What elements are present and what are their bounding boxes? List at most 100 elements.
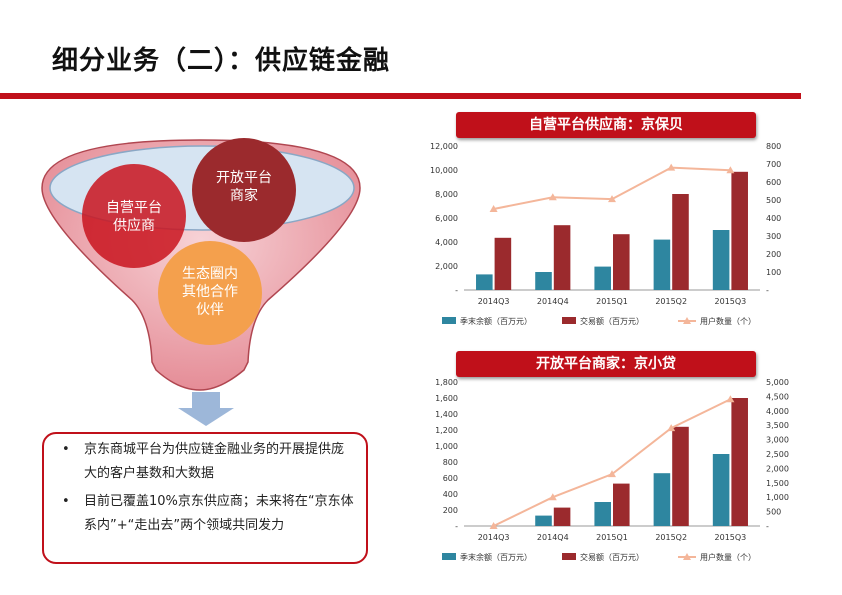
y-right-tick-label: 500 (766, 196, 781, 205)
y-right-tick-label: 1,500 (766, 479, 789, 488)
y-right-tick-label: 1,000 (766, 493, 789, 502)
x-tick-label: 2015Q1 (596, 297, 628, 306)
legend-label-users: 用户数量（个） (700, 552, 756, 562)
x-tick-label: 2015Q3 (715, 297, 747, 306)
x-tick-label: 2014Q4 (537, 533, 569, 542)
y-right-tick-label: 3,000 (766, 436, 789, 445)
bar-volume (672, 194, 689, 290)
x-tick-label: 2014Q3 (478, 533, 510, 542)
x-tick-label: 2015Q1 (596, 533, 628, 542)
bar-balance (594, 266, 611, 290)
y-left-tick-label: 2,000 (435, 262, 458, 271)
point-users (726, 166, 735, 174)
chart-jingxiaodai: - 200 400 600 800 1,000 1,200 1,400 1,600 1,800 - 5… (435, 378, 789, 562)
y-right-tick-label: 100 (766, 268, 781, 277)
down-arrow-icon (178, 392, 234, 426)
legend-label-volume: 交易额（百万元） (580, 316, 644, 326)
bullet-1: 京东商城平台为供应链金融业务的开展提供庞大的客户基数和大数据 (58, 438, 356, 486)
y-left-tick-label: 1,000 (435, 442, 458, 451)
bar-volume (672, 426, 689, 526)
x-tick-label: 2015Q2 (655, 533, 687, 542)
legend-label-balance: 季末余额（百万元） (460, 552, 532, 562)
point-users (489, 205, 498, 212)
page-title: 细分业务（二）：供应链金融 (52, 46, 391, 76)
y-right-tick-label: 700 (766, 160, 781, 169)
bullet-2: 目前已覆盖10%京东供应商；未来将在“京东体系内”+“走出去”两个领域共同发力 (58, 490, 356, 538)
y-left-tick-label: 1,800 (435, 378, 458, 387)
bar-balance (535, 515, 552, 526)
y-left-tick-label: - (455, 522, 458, 531)
chart-jingbaobei: - 2,000 4,000 6,000 8,000 10,000 12,000 - 100 200… (430, 142, 781, 326)
y-left-tick-label: 1,400 (435, 410, 458, 419)
bar-balance (476, 274, 493, 290)
y-right-tick-label: - (766, 286, 769, 295)
point-users (667, 163, 676, 171)
bar-volume (731, 171, 748, 290)
funnel-diagram: 自营平台供应商 开放平台商家 生态圈内其他合作伙伴 (41, 138, 361, 426)
y-left-tick-label: 400 (443, 490, 458, 499)
bar-volume (613, 483, 630, 526)
x-tick-label: 2014Q3 (478, 297, 510, 306)
y-right-tick-label: 3,500 (766, 421, 789, 430)
y-right-tick-label: 200 (766, 250, 781, 259)
point-users (548, 493, 557, 501)
y-right-tick-label: 2,500 (766, 450, 789, 459)
bar-volume (613, 234, 630, 290)
y-left-tick-label: 10,000 (430, 166, 458, 175)
y-left-tick-label: - (455, 286, 458, 295)
y-right-tick-label: 400 (766, 214, 781, 223)
y-left-tick-label: 1,200 (435, 426, 458, 435)
y-right-tick-label: 4,500 (766, 392, 789, 401)
legend-label-volume: 交易额（百万元） (580, 552, 644, 562)
bar-balance (712, 454, 730, 526)
bar-volume (494, 237, 512, 290)
circle-ecosystem-partner (158, 241, 262, 345)
y-left-tick-label: 4,000 (435, 238, 458, 247)
circle-self-supplier (82, 164, 186, 268)
legend-swatch-balance (442, 317, 456, 324)
legend-swatch-balance (442, 553, 456, 560)
legend-marker-users (683, 317, 691, 324)
bar-volume (553, 507, 571, 526)
legend-label-users: 用户数量（个） (700, 316, 756, 326)
bar-balance (535, 272, 552, 290)
bar-balance (653, 239, 671, 290)
point-users (608, 470, 616, 478)
bar-balance (653, 473, 671, 526)
bar-balance (594, 502, 611, 526)
point-users (548, 193, 557, 201)
legend-swatch-volume (562, 553, 576, 560)
chart-1-title: 自营平台供应商：京保贝 (456, 112, 756, 138)
x-tick-label: 2014Q4 (537, 297, 569, 306)
title-divider (0, 93, 801, 99)
y-right-tick-label: 600 (766, 178, 781, 187)
y-right-tick-label: - (766, 522, 769, 531)
y-right-tick-label: 300 (766, 232, 781, 241)
y-right-tick-label: 5,000 (766, 378, 789, 387)
bar-volume (731, 398, 748, 526)
y-right-tick-label: 500 (766, 508, 781, 517)
summary-text-box: 京东商城平台为供应链金融业务的开展提供庞大的客户基数和大数据 目前已覆盖10%京… (42, 432, 368, 564)
line-users (493, 398, 731, 527)
bar-volume (553, 225, 571, 290)
legend-label-balance: 季末余额（百万元） (460, 316, 532, 326)
point-users (608, 195, 616, 203)
y-left-tick-label: 6,000 (435, 214, 458, 223)
y-right-tick-label: 800 (766, 142, 781, 151)
point-users (667, 424, 676, 432)
circle-open-merchant (192, 138, 296, 242)
chart-2-title: 开放平台商家：京小贷 (456, 351, 756, 377)
y-left-tick-label: 800 (443, 458, 458, 467)
point-users (726, 395, 735, 403)
y-left-tick-label: 1,600 (435, 394, 458, 403)
legend-marker-users (683, 553, 691, 560)
point-users (489, 522, 498, 529)
y-left-tick-label: 8,000 (435, 190, 458, 199)
y-right-tick-label: 4,000 (766, 407, 789, 416)
legend-swatch-volume (562, 317, 576, 324)
x-tick-label: 2015Q3 (715, 533, 747, 542)
circle-1-text: 自营平台供应商 (106, 200, 162, 234)
y-left-tick-label: 600 (443, 474, 458, 483)
circle-3-text: 生态圈内其他合作伙伴 (182, 266, 238, 318)
y-left-tick-label: 200 (443, 506, 458, 515)
